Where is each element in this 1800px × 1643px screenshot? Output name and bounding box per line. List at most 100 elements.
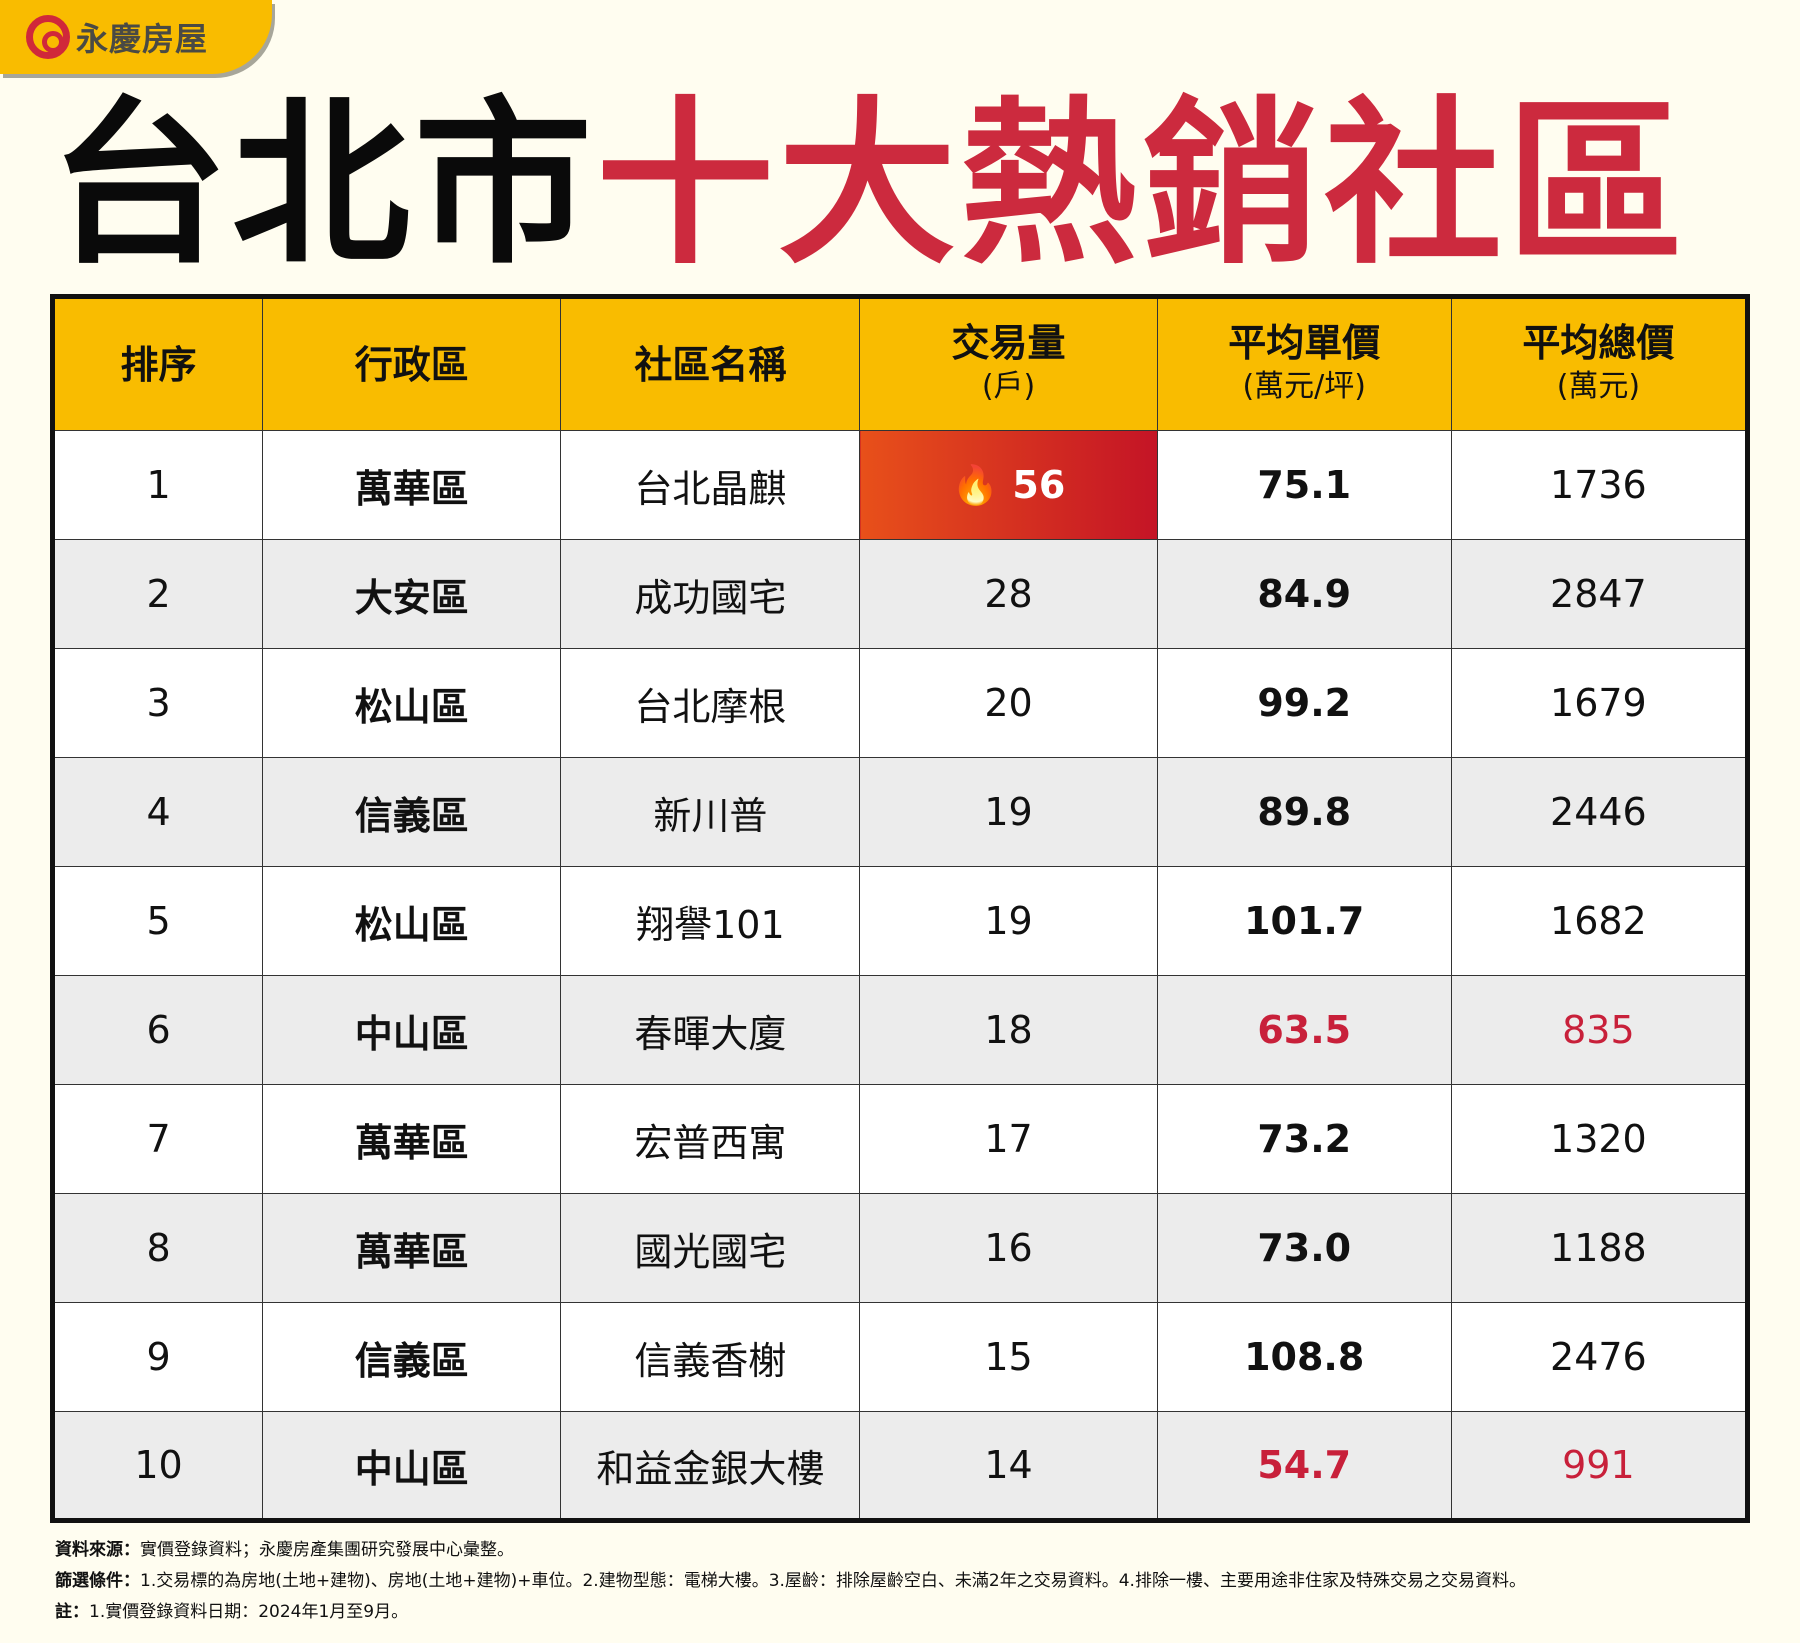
rank-cell: 7	[51, 1084, 264, 1194]
column-header: 排序	[51, 296, 264, 431]
table-row: 2 大安區 成功國宅 28 84.9 2847	[51, 539, 1749, 649]
rank-cell: 5	[51, 866, 264, 976]
total-price-cell: 1679	[1450, 648, 1749, 758]
rank-cell: 6	[51, 975, 264, 1085]
district-cell: 中山區	[262, 975, 562, 1085]
rank-cell: 9	[51, 1302, 264, 1412]
volume-cell: 16	[859, 1193, 1158, 1303]
district-cell: 信義區	[262, 757, 562, 867]
unit-price-cell: 84.9	[1156, 539, 1452, 649]
total-price-cell: 2847	[1450, 539, 1749, 649]
community-cell: 新川普	[560, 757, 861, 867]
column-header: 平均總價 (萬元)	[1450, 296, 1749, 431]
table-row: 3 松山區 台北摩根 20 99.2 1679	[51, 648, 1749, 758]
footer-notes: 資料來源：實價登錄資料；永慶房產集團研究發展中心彙整。 篩選條件：1.交易標的為…	[55, 1535, 1526, 1628]
total-price-cell: 1188	[1450, 1193, 1749, 1303]
unit-price-cell: 73.0	[1156, 1193, 1452, 1303]
table-row: 8 萬華區 國光國宅 16 73.0 1188	[51, 1193, 1749, 1303]
total-price-cell: 991	[1450, 1411, 1749, 1521]
district-cell: 萬華區	[262, 1084, 562, 1194]
total-price-cell: 2446	[1450, 757, 1749, 867]
unit-price-cell: 63.5	[1156, 975, 1452, 1085]
unit-price-cell: 108.8	[1156, 1302, 1452, 1412]
rank-cell: 4	[51, 757, 264, 867]
volume-value: 56	[1012, 462, 1066, 507]
table-row: 10 中山區 和益金銀大樓 14 54.7 991	[51, 1411, 1749, 1521]
volume-cell: 🔥 56	[859, 430, 1158, 540]
unit-price-cell: 89.8	[1156, 757, 1452, 867]
column-header: 交易量 (戶)	[859, 296, 1158, 431]
rank-cell: 8	[51, 1193, 264, 1303]
table-row: 1 萬華區 台北晶麒 🔥 56 75.1 1736	[51, 430, 1749, 540]
unit-price-cell: 101.7	[1156, 866, 1452, 976]
total-price-cell: 1682	[1450, 866, 1749, 976]
unit-price-cell: 73.2	[1156, 1084, 1452, 1194]
logo-icon	[26, 15, 70, 59]
district-cell: 中山區	[262, 1411, 562, 1521]
column-header: 行政區	[262, 296, 562, 431]
table-row: 9 信義區 信義香榭 15 108.8 2476	[51, 1302, 1749, 1412]
header-label: 社區名稱	[634, 342, 787, 387]
table-row: 4 信義區 新川普 19 89.8 2446	[51, 757, 1749, 867]
header-unit: (萬元/坪)	[1242, 368, 1366, 404]
ranking-table: 排序 行政區 社區名稱 交易量 (戶) 平均單價 (萬元/坪) 平均總價 (萬元) 1 萬華區 台北…	[50, 294, 1750, 1523]
filter-text: 1.交易標的為房地(土地+建物)、房地(土地+建物)+車位。2.建物型態：電梯大…	[140, 1571, 1526, 1591]
total-price-cell: 2476	[1450, 1302, 1749, 1412]
fire-icon: 🔥	[951, 462, 1000, 507]
community-cell: 國光國宅	[560, 1193, 861, 1303]
header-label: 平均總價	[1522, 320, 1675, 365]
volume-cell: 15	[859, 1302, 1158, 1412]
district-cell: 松山區	[262, 866, 562, 976]
source-text: 實價登錄資料；永慶房產集團研究發展中心彙整。	[140, 1540, 514, 1560]
table-row: 7 萬華區 宏普西寓 17 73.2 1320	[51, 1084, 1749, 1194]
logo-text: 永慶房屋	[76, 20, 209, 58]
total-price-cell: 1320	[1450, 1084, 1749, 1194]
community-cell: 成功國宅	[560, 539, 861, 649]
source-line: 資料來源：實價登錄資料；永慶房產集團研究發展中心彙整。	[55, 1535, 1526, 1566]
header-label: 行政區	[354, 342, 469, 387]
note-line: 註：1.實價登錄資料日期：2024年1月至9月。	[55, 1597, 1526, 1628]
unit-price-cell: 99.2	[1156, 648, 1452, 758]
header-unit: (戶)	[981, 368, 1036, 404]
unit-price-cell: 75.1	[1156, 430, 1452, 540]
total-price-cell: 835	[1450, 975, 1749, 1085]
page-title: 台北市十大熱銷社區	[50, 85, 1688, 285]
community-cell: 春暉大廈	[560, 975, 861, 1085]
community-cell: 翔譽101	[560, 866, 861, 976]
volume-cell: 14	[859, 1411, 1158, 1521]
title-red: 十大熱銷社區	[596, 81, 1688, 288]
logo-badge: 永慶房屋	[0, 0, 272, 74]
district-cell: 萬華區	[262, 430, 562, 540]
rank-cell: 2	[51, 539, 264, 649]
rank-cell: 1	[51, 430, 264, 540]
rank-cell: 10	[51, 1411, 264, 1521]
community-cell: 台北摩根	[560, 648, 861, 758]
volume-cell: 17	[859, 1084, 1158, 1194]
column-header: 平均單價 (萬元/坪)	[1156, 296, 1452, 431]
table-row: 6 中山區 春暉大廈 18 63.5 835	[51, 975, 1749, 1085]
district-cell: 松山區	[262, 648, 562, 758]
header-label: 平均單價	[1228, 320, 1381, 365]
header-label: 交易量	[951, 320, 1066, 365]
table-row: 5 松山區 翔譽101 19 101.7 1682	[51, 866, 1749, 976]
volume-cell: 28	[859, 539, 1158, 649]
total-price-cell: 1736	[1450, 430, 1749, 540]
community-cell: 台北晶麒	[560, 430, 861, 540]
source-label: 資料來源：	[55, 1540, 140, 1560]
rank-cell: 3	[51, 648, 264, 758]
filter-label: 篩選條件：	[55, 1571, 140, 1591]
community-cell: 信義香榭	[560, 1302, 861, 1412]
note-label: 註：	[55, 1602, 89, 1622]
volume-cell: 18	[859, 975, 1158, 1085]
header-unit: (萬元)	[1556, 368, 1641, 404]
title-black: 台北市	[50, 81, 596, 288]
filter-line: 篩選條件：1.交易標的為房地(土地+建物)、房地(土地+建物)+車位。2.建物型…	[55, 1566, 1526, 1597]
volume-cell: 19	[859, 757, 1158, 867]
column-header: 社區名稱	[560, 296, 861, 431]
district-cell: 信義區	[262, 1302, 562, 1412]
header-label: 排序	[120, 342, 197, 387]
volume-cell: 19	[859, 866, 1158, 976]
volume-cell: 20	[859, 648, 1158, 758]
community-cell: 和益金銀大樓	[560, 1411, 861, 1521]
community-cell: 宏普西寓	[560, 1084, 861, 1194]
